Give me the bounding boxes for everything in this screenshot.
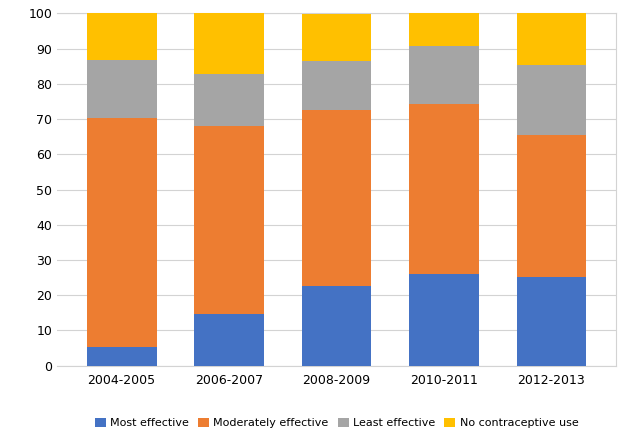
Bar	[409, 274, 479, 366]
Bar	[516, 13, 586, 65]
Bar	[194, 13, 264, 74]
Bar	[194, 74, 264, 126]
Bar	[302, 14, 371, 61]
Bar	[87, 60, 157, 118]
Bar	[87, 347, 157, 366]
Bar	[302, 286, 371, 366]
Legend: Most effective, Moderately effective, Least effective, No contraceptive use: Most effective, Moderately effective, Le…	[90, 413, 583, 433]
Bar	[516, 277, 586, 366]
Bar	[87, 118, 157, 347]
Bar	[194, 126, 264, 314]
Bar	[409, 13, 479, 46]
Bar	[516, 135, 586, 277]
Bar	[194, 314, 264, 366]
Bar	[409, 46, 479, 103]
Bar	[409, 103, 479, 274]
Bar	[87, 13, 157, 60]
Bar	[302, 110, 371, 286]
Bar	[302, 61, 371, 110]
Bar	[516, 65, 586, 135]
